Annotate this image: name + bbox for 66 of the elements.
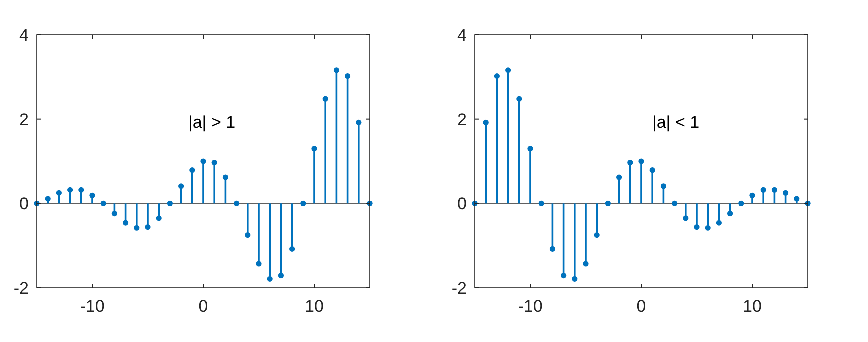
y-tick-label: 4	[20, 26, 29, 45]
annotation: |a| > 1	[188, 112, 236, 132]
point	[716, 220, 722, 226]
point	[794, 196, 800, 202]
point	[156, 216, 162, 222]
point	[278, 272, 284, 279]
point	[112, 210, 118, 217]
y-tick-label: 2	[20, 110, 29, 130]
point	[583, 261, 589, 267]
point	[78, 187, 84, 193]
point	[256, 261, 262, 267]
point	[222, 174, 228, 180]
point	[528, 146, 534, 152]
point	[616, 174, 622, 180]
point	[334, 68, 340, 74]
y-tick-label: -2	[452, 278, 467, 298]
y-tick-label: 0	[458, 194, 467, 214]
point	[56, 190, 62, 196]
point	[312, 146, 318, 152]
point	[750, 192, 756, 198]
x-tick-label: 0	[198, 297, 208, 316]
point	[212, 160, 218, 166]
point	[267, 276, 273, 282]
point	[178, 184, 184, 190]
point	[594, 232, 600, 238]
x-tick-label: -10	[518, 297, 543, 316]
point	[190, 168, 196, 174]
point	[483, 120, 489, 126]
x-tick-label: -10	[80, 297, 105, 316]
point	[760, 187, 766, 193]
point	[705, 225, 711, 231]
point	[245, 232, 251, 238]
point	[145, 224, 151, 230]
point	[683, 216, 689, 222]
point	[572, 276, 578, 282]
x-tick-label: 0	[636, 297, 646, 316]
point	[694, 224, 700, 230]
point	[660, 184, 666, 190]
x-tick-label: 10	[743, 297, 762, 316]
x-tick-label: 10	[305, 297, 324, 316]
point	[550, 246, 556, 252]
point	[650, 168, 656, 174]
point	[134, 225, 140, 231]
point	[200, 158, 206, 164]
point	[494, 74, 500, 80]
point	[516, 96, 522, 102]
point	[628, 160, 634, 166]
y-tick-label: 0	[20, 194, 29, 214]
point	[783, 190, 789, 196]
annotation: |a| < 1	[652, 112, 700, 132]
point	[728, 210, 734, 217]
y-tick-label: -2	[14, 278, 29, 298]
y-tick-label: 4	[458, 26, 467, 45]
point	[506, 68, 512, 74]
point	[561, 272, 567, 279]
point	[772, 187, 778, 193]
y-tick-label: 2	[458, 110, 467, 130]
point	[90, 192, 96, 198]
point	[123, 220, 129, 226]
point	[638, 158, 644, 164]
point	[345, 74, 351, 80]
point	[68, 187, 74, 193]
point	[322, 96, 328, 102]
point	[290, 246, 296, 252]
point	[356, 120, 362, 126]
point	[45, 196, 51, 202]
